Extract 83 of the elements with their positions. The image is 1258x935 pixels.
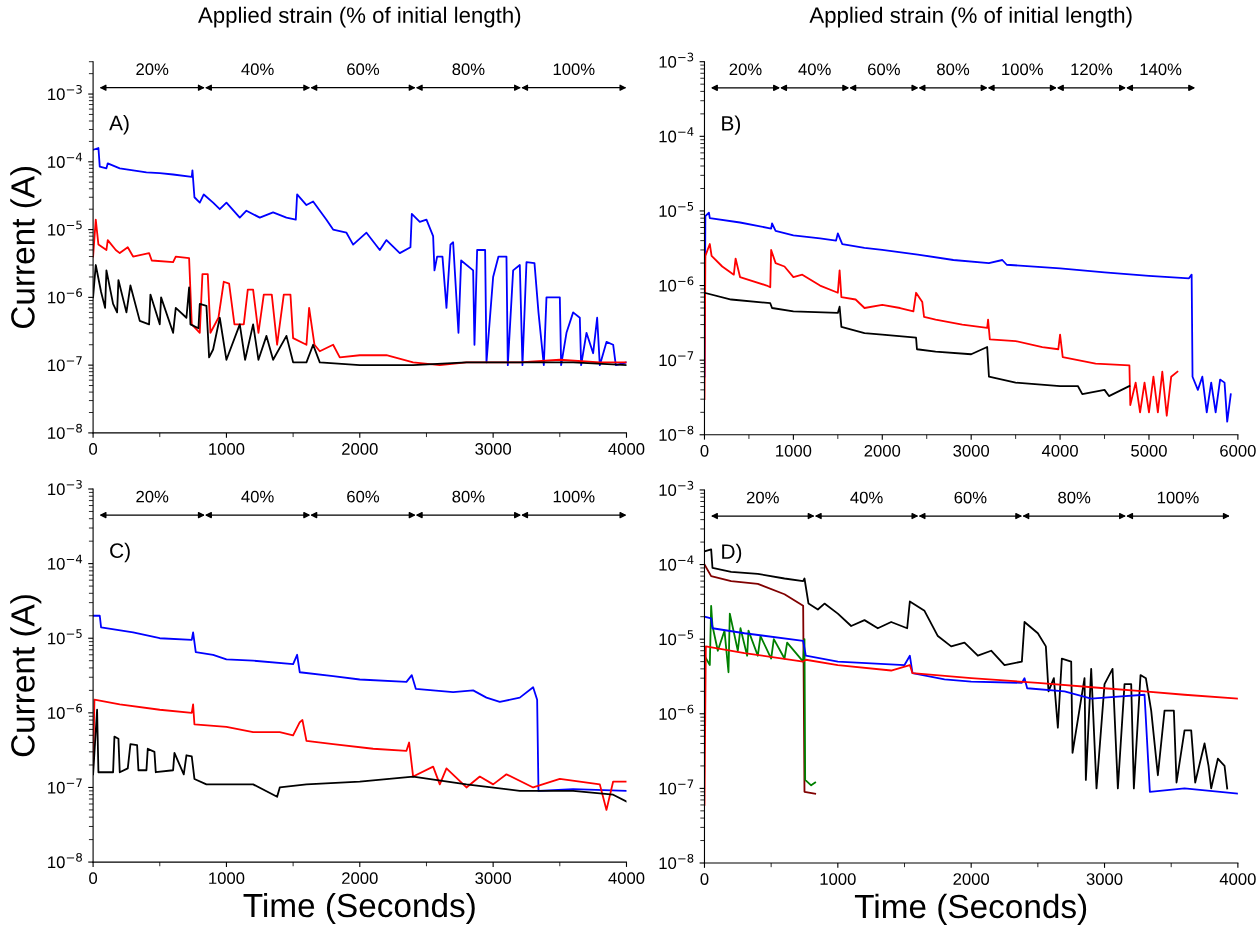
x-tick-label: 3000	[475, 872, 512, 885]
x-tick-label: 2000	[864, 444, 901, 457]
y-tick-label: 10$^{−6}$	[48, 703, 83, 719]
annotation: 20%	[136, 63, 169, 76]
y-tick-label: 10$^{−4}$	[48, 152, 83, 168]
x-tick-label: 4000	[1219, 873, 1256, 885]
x-tick-label: 0	[700, 873, 709, 885]
y-tick-label: 10$^{−5}$	[659, 201, 694, 218]
x-tick-label: 6000	[1220, 444, 1256, 457]
annotation: 80%	[452, 490, 485, 503]
x-tick-label: 0	[89, 872, 98, 885]
chart-title: Applied strain (% of initial length)	[809, 6, 1132, 28]
annotation: A)	[109, 115, 129, 135]
annotation: 80%	[1058, 491, 1091, 504]
annotation: 40%	[798, 63, 831, 76]
y-tick-label: 10$^{−7}$	[659, 779, 694, 795]
annotation: 100%	[1157, 491, 1199, 504]
x-tick-label: 5000	[1131, 444, 1167, 457]
annotation: 20%	[746, 491, 779, 504]
y-tick-label: 10$^{−6}$	[48, 288, 83, 304]
annotation: 60%	[954, 491, 987, 504]
y-tick-label: 10$^{−4}$	[659, 555, 694, 571]
y-tick-label: 10$^{−7}$	[48, 356, 82, 372]
annotation: 40%	[241, 490, 274, 503]
x-axis-title: Time (Seconds)	[243, 892, 475, 924]
line-series	[704, 604, 817, 787]
x-tick-label: 4000	[608, 872, 645, 885]
annotation: 60%	[347, 63, 380, 76]
line-series	[93, 614, 627, 792]
y-tick-label: 10$^{−5}$	[48, 220, 82, 236]
y-tick-label: 10$^{−6}$	[659, 276, 694, 292]
x-tick-label: 0	[89, 443, 98, 455]
y-tick-label: 10$^{−7}$	[659, 351, 694, 367]
annotation: 60%	[347, 490, 380, 503]
y-tick-label: 10$^{−3}$	[659, 52, 694, 68]
x-axis-title: Time (Seconds)	[854, 893, 1087, 925]
y-tick-label: 10$^{−6}$	[659, 704, 694, 720]
annotation: 40%	[241, 63, 274, 76]
line-series	[704, 563, 817, 795]
x-tick-label: 4000	[608, 443, 645, 455]
annotation: 100%	[1002, 63, 1043, 76]
annotation: 40%	[850, 491, 883, 504]
y-tick-label: 10$^{−3}$	[659, 480, 694, 497]
annotation: 20%	[729, 63, 762, 76]
x-tick-label: 4000	[1041, 444, 1078, 457]
x-tick-label: 2000	[342, 443, 378, 455]
line-series	[93, 698, 627, 811]
annotation: B)	[722, 115, 741, 135]
y-tick-label: 10$^{−3}$	[48, 479, 82, 496]
x-tick-label: 0	[700, 444, 709, 457]
y-tick-label: 10$^{−4}$	[48, 554, 83, 570]
x-tick-label: 1000	[209, 443, 245, 455]
annotation: 20%	[136, 490, 169, 503]
x-tick-label: 2000	[953, 873, 990, 885]
annotation: 100%	[553, 490, 595, 503]
y-tick-label: 10$^{−4}$	[659, 127, 694, 143]
y-tick-label: 10$^{−8}$	[659, 425, 694, 441]
x-tick-label: 2000	[342, 872, 378, 885]
y-tick-label: 10$^{−5}$	[659, 630, 694, 646]
y-axis-title: Current (A)	[10, 166, 42, 329]
line-series	[704, 615, 1238, 795]
x-tick-label: 1000	[209, 872, 245, 885]
annotation: D)	[722, 543, 742, 564]
annotation: 140%	[1140, 63, 1182, 76]
x-tick-label: 3000	[475, 443, 512, 455]
y-tick-label: 10$^{−8}$	[48, 423, 82, 439]
annotation: 60%	[868, 63, 900, 76]
annotation: C)	[110, 542, 130, 563]
y-tick-label: 10$^{−7}$	[48, 778, 82, 794]
annotation: 100%	[553, 63, 595, 76]
annotation: 80%	[452, 63, 485, 76]
y-tick-label: 10$^{−3}$	[48, 84, 82, 101]
y-axis-title: Current (A)	[10, 595, 42, 757]
chart-title: Applied strain (% of initial length)	[198, 6, 521, 28]
y-tick-label: 10$^{−5}$	[48, 629, 82, 645]
x-tick-label: 1000	[776, 444, 812, 457]
annotation: 120%	[1071, 63, 1113, 76]
x-tick-label: 3000	[953, 444, 990, 457]
x-tick-label: 1000	[820, 873, 856, 885]
x-tick-label: 3000	[1086, 873, 1123, 885]
y-tick-label: 10$^{−8}$	[659, 853, 694, 870]
annotation: 80%	[937, 63, 970, 76]
y-tick-label: 10$^{−8}$	[48, 852, 82, 869]
